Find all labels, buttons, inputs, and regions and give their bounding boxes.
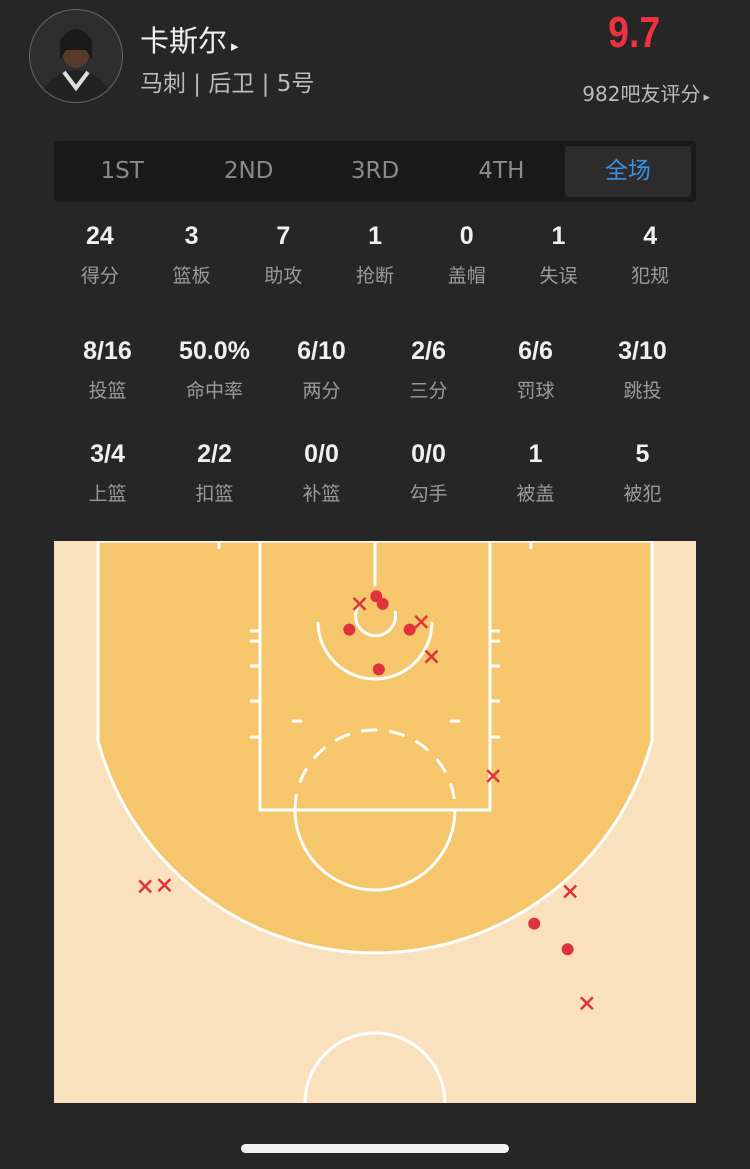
rating-label: 982吧友评分 <box>582 82 701 106</box>
court-lines <box>217 541 533 1103</box>
shot-made-marker <box>561 943 574 956</box>
player-photo-icon <box>40 29 112 102</box>
player-info: 马刺 | 后卫 | 5号 <box>140 71 315 97</box>
stat-label: 勾手 <box>409 483 448 505</box>
player-avatar[interactable] <box>29 9 123 103</box>
stat-失误: 1 失误 <box>513 222 605 288</box>
stat-label: 扣篮 <box>195 483 234 505</box>
stat-value: 0/0 <box>304 440 339 468</box>
shot-missed-marker <box>579 996 594 1011</box>
stat-label: 三分 <box>409 380 448 402</box>
home-indicator[interactable] <box>241 1144 509 1153</box>
period-tabs: 1ST 2ND 3RD 4TH 全场 <box>54 141 696 202</box>
stat-label: 盖帽 <box>447 265 486 287</box>
stat-label: 上篮 <box>88 483 127 505</box>
stats-row-shot-types: 3/4 上篮 2/2 扣篮 0/0 补篮 0/0 勾手 1 被盖 5 被犯 <box>54 440 696 506</box>
rating-link[interactable]: 982吧友评分 ▸ <box>582 78 710 107</box>
stat-勾手: 0/0 勾手 <box>375 440 482 506</box>
shot-markers <box>138 590 594 1011</box>
stat-命中率: 50.0% 命中率 <box>161 337 268 403</box>
tab-1ST[interactable]: 1ST <box>100 158 144 184</box>
stat-label: 得分 <box>80 265 119 287</box>
stat-得分: 24 得分 <box>54 222 146 288</box>
stat-value: 2/6 <box>411 337 446 365</box>
stat-value: 5 <box>635 440 650 468</box>
stat-label: 被盖 <box>516 483 555 505</box>
stat-扣篮: 2/2 扣篮 <box>161 440 268 506</box>
shot-missed-marker <box>486 769 501 783</box>
stat-抢断: 1 抢断 <box>329 222 421 288</box>
stat-label: 两分 <box>302 380 341 402</box>
player-name: 卡斯尔 <box>140 24 228 58</box>
arrow-right-icon: ▸ <box>231 37 239 55</box>
shot-missed-marker <box>157 878 172 892</box>
tab-2ND[interactable]: 2ND <box>223 158 274 184</box>
stat-value: 3/4 <box>90 440 125 468</box>
tab-4TH[interactable]: 4TH <box>478 158 525 184</box>
stat-value: 3/10 <box>618 337 667 365</box>
stats-row-shooting: 8/16 投篮 50.0% 命中率 6/10 两分 2/6 三分 6/6 罚球 3/10 跳投 <box>54 337 696 403</box>
stat-上篮: 3/4 上篮 <box>54 440 161 506</box>
three-point-line <box>96 541 654 955</box>
stat-value: 6/10 <box>297 337 346 365</box>
stat-label: 助攻 <box>264 265 303 287</box>
stats-row-basic: 24 得分 3 篮板 7 助攻 1 抢断 0 盖帽 1 失误 4 犯规 <box>54 222 696 288</box>
stat-label: 跳投 <box>623 380 662 402</box>
shot-missed-marker <box>414 615 429 629</box>
stat-value: 1 <box>551 222 566 250</box>
shot-missed-marker <box>352 597 367 611</box>
stat-label: 被犯 <box>623 483 662 505</box>
stat-跳投: 3/10 跳投 <box>589 337 696 403</box>
stat-label: 篮板 <box>172 265 211 287</box>
stat-label: 补篮 <box>302 483 341 505</box>
shot-made-marker <box>528 917 541 930</box>
stat-value: 1 <box>368 222 382 250</box>
shot-missed-marker <box>424 649 439 664</box>
stat-投篮: 8/16 投篮 <box>54 337 161 403</box>
stat-盖帽: 0 盖帽 <box>421 222 513 288</box>
shot-missed-marker <box>563 884 578 899</box>
stat-助攻: 7 助攻 <box>237 222 329 288</box>
stat-value: 8/16 <box>83 337 132 365</box>
tab-3RD[interactable]: 3RD <box>350 158 400 184</box>
stat-value: 3 <box>184 222 199 250</box>
stat-value: 6/6 <box>518 337 553 365</box>
stat-value: 24 <box>85 222 114 250</box>
stat-篮板: 3 篮板 <box>146 222 238 288</box>
shot-made-marker <box>403 623 416 636</box>
player-name-link[interactable]: 卡斯尔 ▸ <box>140 18 239 60</box>
stat-value: 7 <box>276 222 291 250</box>
stat-label: 命中率 <box>185 380 243 402</box>
shot-made-marker <box>376 597 389 610</box>
stat-value: 2/2 <box>197 440 232 468</box>
shot-made-marker <box>343 623 356 636</box>
tab-全场[interactable]: 全场 <box>564 146 692 197</box>
stat-两分: 6/10 两分 <box>268 337 375 403</box>
stat-value: 0/0 <box>411 440 446 468</box>
stat-value: 1 <box>528 440 543 468</box>
shot-missed-marker <box>138 879 153 894</box>
stat-value: 0 <box>459 222 474 250</box>
stat-value: 4 <box>643 222 658 250</box>
stat-被犯: 5 被犯 <box>589 440 696 506</box>
arrow-right-icon: ▸ <box>703 90 710 105</box>
stat-三分: 2/6 三分 <box>375 337 482 403</box>
stat-label: 投篮 <box>88 380 127 402</box>
shot-made-marker <box>372 663 385 676</box>
stat-被盖: 1 被盖 <box>482 440 589 506</box>
stat-value: 50.0% <box>179 337 250 365</box>
shot-chart <box>54 541 696 1103</box>
stat-犯规: 4 犯规 <box>604 222 696 288</box>
stat-label: 犯规 <box>631 265 670 287</box>
stat-label: 失误 <box>539 265 578 287</box>
stat-label: 罚球 <box>516 380 555 402</box>
player-score: 9.7 <box>608 8 660 57</box>
stat-补篮: 0/0 补篮 <box>268 440 375 506</box>
stat-罚球: 6/6 罚球 <box>482 337 589 403</box>
stat-label: 抢断 <box>356 265 395 287</box>
